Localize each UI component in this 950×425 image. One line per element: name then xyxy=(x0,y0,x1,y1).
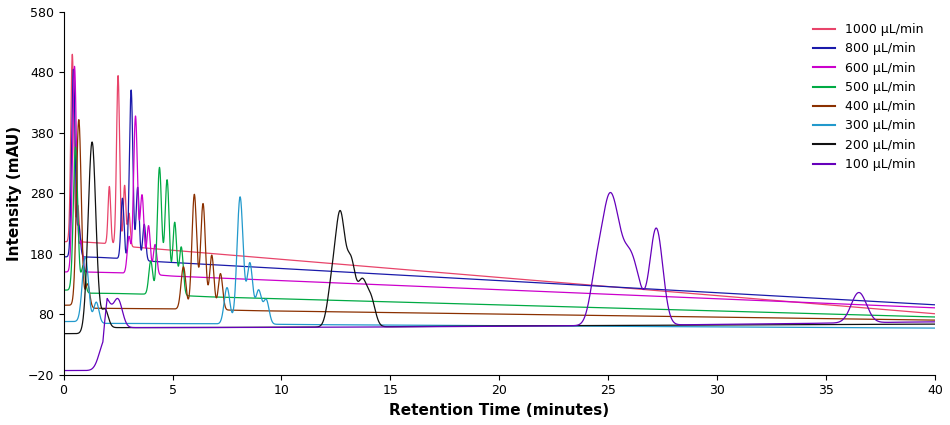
600 µL/min xyxy=(144,238,156,243)
100 µL/min xyxy=(894,320,905,325)
300 µL/min xyxy=(773,325,785,330)
200 µL/min xyxy=(86,139,98,144)
1000 µL/min xyxy=(894,308,905,313)
300 µL/min xyxy=(929,326,940,331)
400 µL/min xyxy=(894,317,905,322)
500 µL/min xyxy=(70,144,82,150)
800 µL/min xyxy=(58,254,69,259)
300 µL/min xyxy=(58,319,69,324)
500 µL/min xyxy=(278,296,290,301)
400 µL/min xyxy=(752,315,764,320)
100 µL/min xyxy=(773,321,785,326)
200 µL/min xyxy=(752,322,764,327)
Y-axis label: Intensity (mAU): Intensity (mAU) xyxy=(7,126,22,261)
500 µL/min xyxy=(894,314,905,319)
100 µL/min xyxy=(58,368,69,373)
300 µL/min xyxy=(832,325,844,330)
800 µL/min xyxy=(144,259,156,264)
Line: 100 µL/min: 100 µL/min xyxy=(64,193,935,371)
200 µL/min xyxy=(278,325,290,330)
600 µL/min xyxy=(773,299,785,304)
1000 µL/min xyxy=(832,303,844,308)
100 µL/min xyxy=(929,319,940,324)
600 µL/min xyxy=(894,304,905,309)
Line: 800 µL/min: 800 µL/min xyxy=(64,69,935,305)
500 µL/min xyxy=(773,310,785,315)
800 µL/min xyxy=(832,297,844,302)
800 µL/min xyxy=(894,300,905,306)
400 µL/min xyxy=(144,306,156,311)
300 µL/min xyxy=(235,194,246,199)
200 µL/min xyxy=(832,322,844,327)
200 µL/min xyxy=(894,322,905,327)
400 µL/min xyxy=(773,315,785,320)
X-axis label: Retention Time (minutes): Retention Time (minutes) xyxy=(390,403,609,418)
1000 µL/min xyxy=(929,311,940,316)
800 µL/min xyxy=(278,266,290,271)
200 µL/min xyxy=(929,322,940,327)
200 µL/min xyxy=(773,322,785,327)
500 µL/min xyxy=(144,261,156,266)
Line: 300 µL/min: 300 µL/min xyxy=(64,197,935,328)
Line: 500 µL/min: 500 µL/min xyxy=(64,147,935,317)
1000 µL/min xyxy=(58,239,69,244)
600 µL/min xyxy=(278,278,290,283)
100 µL/min xyxy=(832,320,844,325)
400 µL/min xyxy=(278,309,290,314)
500 µL/min xyxy=(929,314,940,320)
800 µL/min xyxy=(67,67,79,72)
Line: 200 µL/min: 200 µL/min xyxy=(64,142,935,334)
500 µL/min xyxy=(58,288,69,293)
300 µL/min xyxy=(894,326,905,331)
1000 µL/min xyxy=(773,298,785,303)
600 µL/min xyxy=(929,305,940,310)
300 µL/min xyxy=(144,321,156,326)
800 µL/min xyxy=(929,302,940,307)
800 µL/min xyxy=(773,294,785,299)
1000 µL/min xyxy=(278,257,290,262)
Line: 1000 µL/min: 1000 µL/min xyxy=(64,54,935,314)
400 µL/min xyxy=(58,303,69,308)
500 µL/min xyxy=(752,309,764,314)
600 µL/min xyxy=(58,269,69,275)
300 µL/min xyxy=(278,322,290,327)
500 µL/min xyxy=(832,312,844,317)
100 µL/min xyxy=(278,325,290,330)
600 µL/min xyxy=(832,301,844,306)
400 µL/min xyxy=(832,316,844,321)
200 µL/min xyxy=(144,325,156,330)
Line: 400 µL/min: 400 µL/min xyxy=(64,119,935,320)
1000 µL/min xyxy=(66,52,78,57)
800 µL/min xyxy=(752,292,764,298)
100 µL/min xyxy=(752,321,764,326)
1000 µL/min xyxy=(752,297,764,302)
600 µL/min xyxy=(68,64,80,69)
1000 µL/min xyxy=(144,246,156,251)
400 µL/min xyxy=(929,317,940,323)
200 µL/min xyxy=(58,331,69,336)
400 µL/min xyxy=(73,117,85,122)
600 µL/min xyxy=(752,298,764,303)
Legend: 1000 µL/min, 800 µL/min, 600 µL/min, 500 µL/min, 400 µL/min, 300 µL/min, 200 µL/: 1000 µL/min, 800 µL/min, 600 µL/min, 500… xyxy=(808,18,929,176)
Line: 600 µL/min: 600 µL/min xyxy=(64,66,935,308)
100 µL/min xyxy=(605,190,617,195)
100 µL/min xyxy=(144,325,156,330)
300 µL/min xyxy=(752,325,764,330)
